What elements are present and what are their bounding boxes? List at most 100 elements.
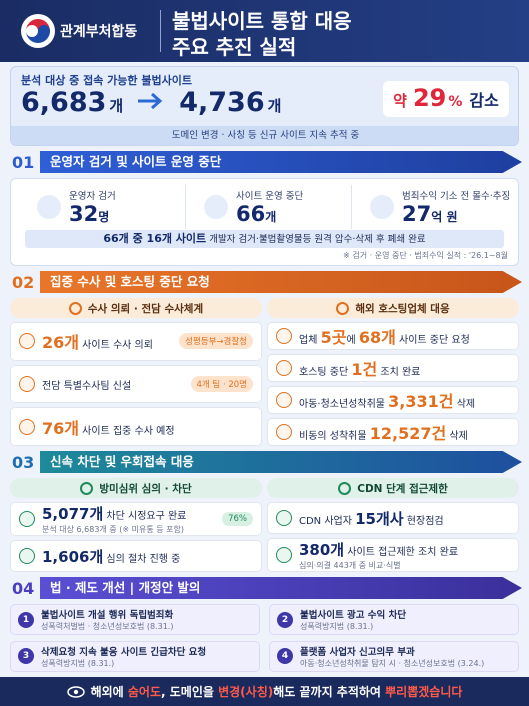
text: 해외에: [90, 685, 128, 699]
law-item: 3 삭제요청 지속 불응 사이트 긴급차단 요청 성폭력방지법 (8.31.): [10, 640, 260, 672]
item-text: 전담 특별수사팀 신설: [42, 377, 184, 392]
stat: 사이트 운영 중단 66개: [185, 185, 351, 229]
item-text: CDN 사업자 15개사 현장점검: [299, 508, 510, 529]
item-list: 5,077개 차단 시정요구 완료 분석 대상 6,683개 중 (※ 미유통 등…: [10, 502, 262, 572]
header: 관계부처합동 불법사이트 통합 대응 주요 추진 실적: [0, 0, 529, 62]
summary-note: 도메인 변경 · 사칭 등 신규 사이트 지속 추적 중: [11, 126, 518, 145]
emphasis: 380개: [299, 541, 345, 559]
text: 현장점검: [403, 515, 444, 527]
section-title: 신속 차단 및 우회접속 대응: [40, 451, 522, 473]
section-title: 집중 수사 및 호스팅 중단 요청: [40, 271, 522, 293]
emphasis: 5,077개: [42, 505, 104, 523]
prefix: 약: [393, 92, 407, 110]
column: 수사 의뢰 · 전담 수사체계 26개 사이트 수사 의뢰 성평등부→경찰청 전담 특…: [10, 298, 262, 447]
emphasis: 변경(사칭): [218, 685, 274, 699]
emphasis: 3,331건: [388, 392, 454, 411]
item: 380개 사이트 접근제한 조치 완료 심의·의결 443개 중 비교·식별: [267, 538, 519, 572]
item-icon: [19, 376, 35, 392]
item-icon: [19, 333, 35, 350]
before-value: 6,683: [21, 87, 107, 118]
title: 주요 추진 실적: [172, 35, 297, 59]
item-list: CDN 사업자 15개사 현장점검 380개 사이트 접근제한 조치 완료 심의·의…: [267, 502, 519, 572]
law-text: 불법사이트 개설 행위 독립범죄화 성폭력처벌법 · 청소년성보호법 (8.31.…: [41, 607, 173, 632]
column: 방미심위 심의 · 차단 5,077개 차단 시정요구 완료 분석 대상 6,683…: [10, 478, 262, 572]
text: 사이트 집중 수사 예정: [79, 425, 175, 437]
arrow: [138, 92, 163, 110]
summary-label: 분석 대상 중 접속 가능한 불법사이트: [21, 74, 192, 87]
unit: 개: [267, 97, 282, 115]
stat-value: 27: [402, 202, 432, 226]
law-title: 플랫폼 사업자 신고의무 부과: [300, 646, 415, 658]
law-title: 삭제요청 지속 불응 사이트 긴급차단 요청: [41, 646, 207, 658]
heading-text: 수사 의뢰 · 전담 수사체계: [87, 302, 204, 315]
item-text: 26개 사이트 수사 의뢰: [42, 329, 172, 353]
highlight-emph: 66개 중 16개 사이트: [103, 232, 207, 245]
footer-text: 해외에 숨어도, 도메인을 변경(사칭)해도 끝까지 추적하여 뿌리뽑겠습니다: [91, 683, 463, 700]
section-header: 02 집중 수사 및 호스팅 중단 요청: [10, 271, 522, 293]
item-text: 비동의 성착취물 12,527건 삭제: [299, 420, 510, 444]
item-icon: [276, 392, 292, 408]
item-text: 380개 사이트 접근제한 조치 완료 심의·의결 443개 중 비교·식별: [299, 539, 510, 571]
law-number: 1: [18, 611, 34, 628]
law-sub: 성폭력방지법 (8.31.): [300, 622, 374, 631]
text: 아동·청소년성착취물: [299, 399, 389, 410]
text: 해도 끝까지 추적하여: [273, 685, 386, 699]
item-text: 76개 사이트 집중 수사 예정: [42, 415, 253, 439]
icon: [370, 195, 394, 219]
item: 업체 5곳에 68개 사이트 중단 요청: [267, 322, 519, 350]
summary: 분석 대상 중 접속 가능한 불법사이트 6,683 개 4,736 개 약 29 …: [10, 66, 519, 146]
section-number: 04: [12, 578, 35, 598]
text: 전담 특별수사팀 신설: [42, 380, 132, 392]
law-list: 1 불법사이트 개설 행위 독립범죄화 성폭력처벌법 · 청소년성보호법 (8.31…: [10, 604, 519, 672]
emphasis: 12,527건: [369, 424, 447, 443]
tag: 4개 팀 · 20명: [190, 376, 253, 392]
eye-icon: [66, 685, 85, 698]
heading-icon: [68, 301, 82, 315]
stat-label: 운영자 검거: [69, 191, 116, 202]
emphasis: 5곳: [320, 328, 347, 347]
text: 에: [346, 335, 359, 346]
divider: [160, 10, 161, 52]
section-number: 03: [12, 452, 35, 472]
text: 사이트 수사 의뢰: [79, 340, 153, 352]
item-text: 호스팅 중단 1건 조치 완료: [299, 356, 510, 380]
section-title: 법 · 제도 개선 | 개정안 발의: [40, 577, 522, 599]
law-text: 불법사이트 광고 수익 차단 성폭력방지법 (8.31.): [300, 607, 406, 632]
item: 1,606개 심의 절차 진행 중: [10, 540, 262, 572]
footnote: ※ 검거 · 운영 중단 · 범죄수익 실적 : '26.1~8월: [343, 251, 508, 260]
emphasis: 15개사: [355, 509, 404, 528]
text: 삭제: [446, 431, 468, 442]
highlight: 66개 중 16개 사이트 개발자 검거·불법촬영물등 원격 압수·삭제 후 폐…: [25, 230, 504, 248]
stat-value: 66: [236, 202, 266, 226]
item: 비동의 성착취물 12,527건 삭제: [267, 418, 519, 446]
column-heading: 해외 호스팅업체 대응: [267, 298, 519, 318]
item: 5,077개 차단 시정요구 완료 분석 대상 6,683개 중 (※ 미유통 등…: [10, 502, 262, 536]
law-number: 3: [18, 648, 34, 664]
item-icon: [276, 328, 292, 344]
stat-label: 사이트 운영 중단: [236, 191, 304, 202]
item: 76개 사이트 집중 수사 예정: [10, 407, 262, 447]
law-text: 삭제요청 지속 불응 사이트 긴급차단 요청 성폭력방지법 (8.31.): [41, 644, 206, 669]
item-text: 1,606개 심의 절차 진행 중: [42, 546, 253, 567]
icon: [37, 195, 61, 219]
unit: 개: [109, 97, 124, 115]
stat-value-row: 66개: [236, 202, 303, 226]
item: 전담 특별수사팀 신설 4개 팀 · 20명: [10, 364, 262, 404]
column-heading: CDN 단계 접근제한: [267, 478, 519, 498]
highlight-text: 개발자 검거·불법촬영물등 원격 압수·삭제 후 폐쇄 완료: [209, 234, 426, 245]
stat-text: 사이트 운영 중단 66개: [236, 188, 303, 226]
item-icon: [276, 360, 292, 376]
icon: [204, 195, 228, 219]
stat-value: 32: [69, 202, 99, 226]
item-icon: [19, 548, 35, 564]
change: 약 29 % 감소: [383, 81, 509, 117]
heading-text: 해외 호스팅업체 대응: [355, 302, 450, 315]
law-item: 2 불법사이트 광고 수익 차단 성폭력방지법 (8.31.): [269, 604, 519, 635]
section-header: 03 신속 차단 및 우회접속 대응: [10, 451, 522, 473]
heading-icon: [338, 481, 352, 495]
org: 관계부처합동: [60, 24, 138, 40]
emphasis: 1,606개: [42, 547, 104, 566]
text: CDN 사업자: [299, 515, 356, 527]
emphasis: 76개: [42, 418, 79, 438]
